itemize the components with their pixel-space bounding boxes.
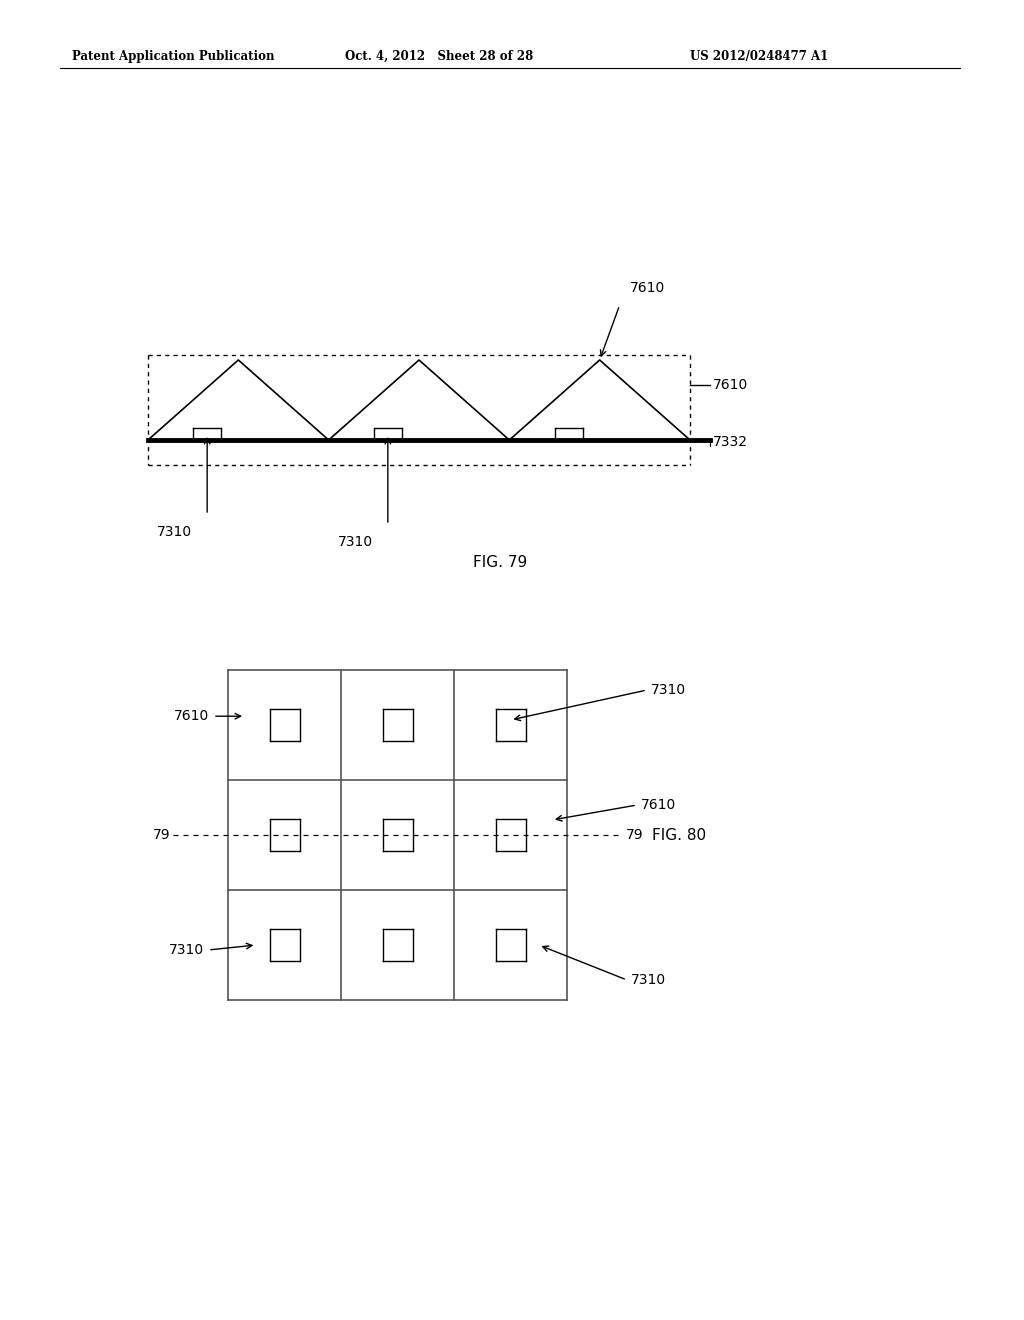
- Text: 79: 79: [154, 828, 171, 842]
- Text: 7310: 7310: [631, 973, 667, 987]
- Text: US 2012/0248477 A1: US 2012/0248477 A1: [690, 50, 828, 63]
- Text: 7310: 7310: [157, 525, 193, 539]
- Text: 7610: 7610: [641, 799, 676, 812]
- Text: FIG. 79: FIG. 79: [473, 554, 527, 570]
- Text: FIG. 80: FIG. 80: [652, 828, 707, 842]
- Text: Oct. 4, 2012   Sheet 28 of 28: Oct. 4, 2012 Sheet 28 of 28: [345, 50, 534, 63]
- Text: 7310: 7310: [338, 535, 373, 549]
- Text: 79: 79: [626, 828, 644, 842]
- Text: 7310: 7310: [169, 942, 204, 957]
- Text: 7310: 7310: [651, 682, 686, 697]
- Text: 7610: 7610: [174, 709, 209, 723]
- Text: Patent Application Publication: Patent Application Publication: [72, 50, 274, 63]
- Text: 7332: 7332: [713, 436, 748, 449]
- Text: 7610: 7610: [713, 378, 749, 392]
- Text: 7610: 7610: [630, 281, 665, 294]
